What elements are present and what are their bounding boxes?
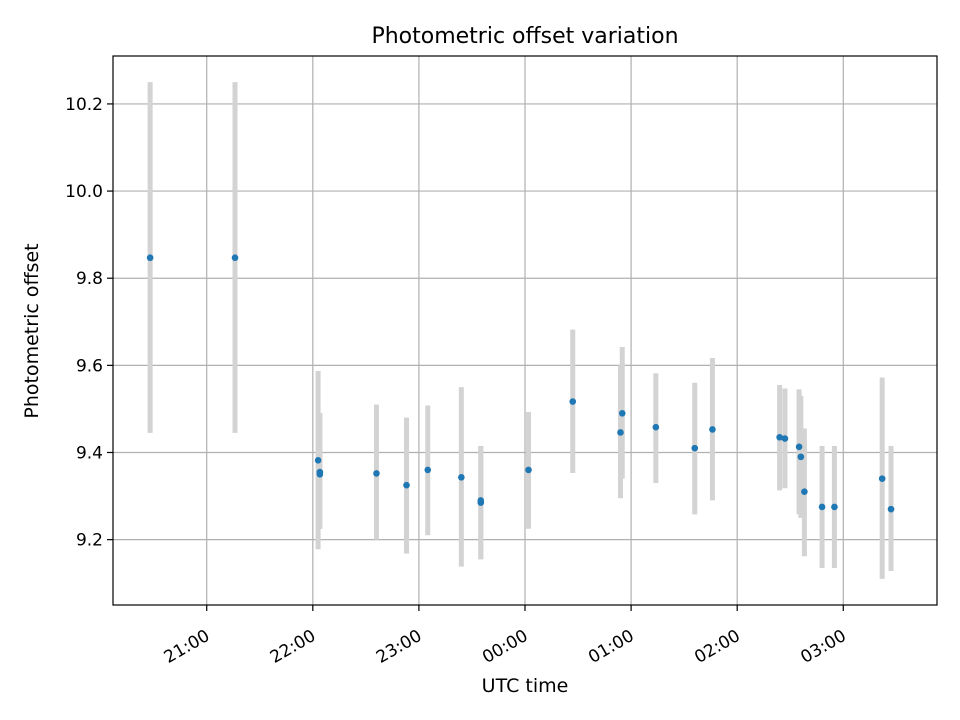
data-point: [831, 503, 838, 511]
data-point: [373, 470, 380, 477]
y-tick-label: 10.2: [65, 95, 103, 115]
x-axis-label: UTC time: [482, 675, 569, 697]
y-tick-label: 10.0: [65, 182, 103, 202]
data-point: [818, 503, 826, 511]
data-point: [887, 505, 895, 513]
data-point: [691, 444, 699, 452]
data-point: [709, 426, 716, 433]
data-point: [795, 443, 803, 451]
data-point: [424, 466, 432, 474]
y-axis-ticks: 9.2 9.4 9.6 9.8 10.0 10.2: [65, 95, 113, 551]
y-tick-label: 9.6: [76, 356, 103, 376]
data-point: [458, 474, 465, 481]
data-point: [781, 435, 789, 442]
data-point: [314, 457, 322, 464]
data-point: [231, 254, 239, 262]
data-points: [146, 254, 895, 513]
y-axis-label: Photometric offset: [21, 243, 43, 418]
data-point: [477, 497, 485, 504]
grid-lines: [113, 56, 937, 605]
data-point: [316, 468, 324, 476]
data-point: [878, 475, 886, 482]
y-tick-label: 9.2: [76, 531, 103, 551]
data-point: [617, 429, 624, 436]
y-tick-label: 9.4: [76, 444, 103, 464]
data-point: [618, 409, 626, 417]
chart-title: Photometric offset variation: [371, 24, 678, 49]
data-point: [801, 488, 808, 496]
data-point: [652, 423, 660, 431]
data-point: [797, 453, 805, 461]
data-point: [403, 481, 410, 489]
data-point: [525, 466, 532, 474]
y-tick-label: 9.8: [76, 269, 103, 289]
data-point: [569, 398, 577, 405]
data-point: [776, 433, 783, 441]
data-point: [146, 254, 154, 262]
